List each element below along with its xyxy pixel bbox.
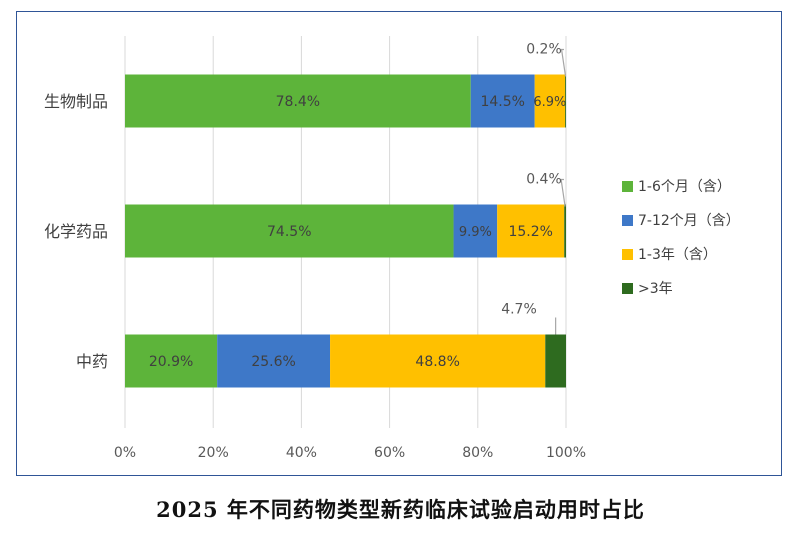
category-label: 中药: [76, 352, 108, 371]
data-label: 0.4%: [526, 172, 562, 188]
data-label: 9.9%: [459, 225, 492, 240]
data-label: 20.9%: [149, 354, 193, 370]
x-tick-label: 40%: [286, 445, 317, 461]
data-label: 78.4%: [276, 94, 320, 110]
leader-line: [560, 178, 566, 207]
legend-label: 1-6个月（含）: [638, 179, 731, 195]
data-label: 74.5%: [267, 224, 311, 240]
x-tick-label: 0%: [114, 445, 136, 461]
bar-segment: [330, 334, 546, 388]
data-label: 6.9%: [533, 95, 566, 110]
legend-swatch: [622, 249, 633, 260]
bar-segment: [545, 334, 566, 388]
legend-label: 7-12个月（含）: [638, 213, 740, 229]
data-label: 15.2%: [508, 224, 552, 240]
bar-segment: [470, 74, 535, 128]
x-tick-label: 20%: [198, 445, 229, 461]
category-label: 生物制品: [44, 92, 108, 111]
legend-swatch: [622, 215, 633, 226]
bar-segment: [497, 204, 565, 258]
legend-swatch: [622, 181, 633, 192]
leader-line: [560, 48, 567, 77]
bar-segment: [125, 74, 471, 128]
data-label: 14.5%: [480, 94, 524, 110]
category-label: 化学药品: [44, 222, 108, 241]
bar-segment: [217, 334, 331, 388]
bar-segment: [453, 204, 498, 258]
stacked-bar-chart: 0% 20% 40% 60% 80% 100% 生物制品 78.4% 14.5% 6.9% 0.2%…: [44, 36, 740, 461]
data-label: 25.6%: [251, 354, 295, 370]
x-tick-label: 100%: [546, 445, 586, 461]
bar-segment: [125, 334, 218, 388]
data-label: 48.8%: [415, 354, 459, 370]
bar-segment: [534, 74, 566, 128]
x-tick-label: 60%: [374, 445, 405, 461]
data-label: 4.7%: [501, 302, 537, 318]
bar-segment: [565, 74, 566, 128]
bar-segment: [564, 204, 566, 258]
legend-swatch: [622, 283, 633, 294]
data-label: 0.2%: [526, 42, 562, 58]
chart-caption: 2025 年不同药物类型新药临床试验启动用时占比: [156, 497, 645, 522]
legend-label: >3年: [638, 281, 673, 297]
x-tick-label: 80%: [462, 445, 493, 461]
legend-label: 1-3年（含）: [638, 247, 717, 263]
bar-segment: [125, 204, 454, 258]
